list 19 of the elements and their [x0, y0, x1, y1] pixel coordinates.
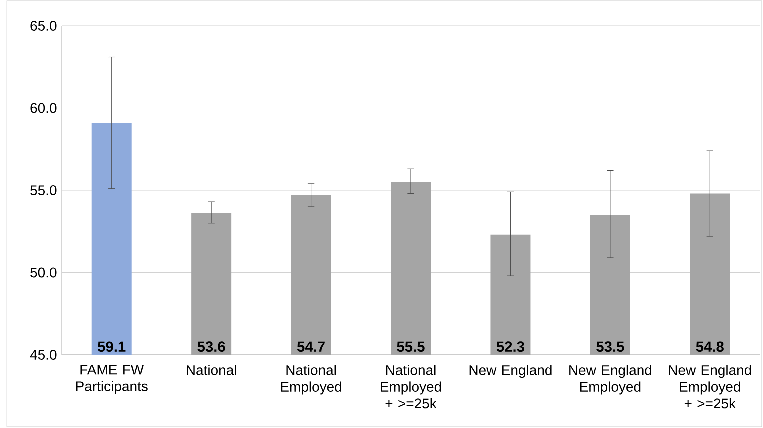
- x-tick-label: National Employed + >=25k: [381, 365, 442, 409]
- x-tick-label: New England Employed + >=25k: [669, 365, 752, 409]
- data-label: 53.5: [596, 342, 624, 352]
- data-label: 52.3: [496, 342, 524, 352]
- data-label: 55.5: [397, 342, 425, 352]
- y-tick-label: 60.0: [30, 103, 57, 114]
- x-tick-label: FAME FW Participants: [76, 365, 148, 394]
- data-label: 59.1: [98, 342, 126, 352]
- x-tick-label: National Employed: [281, 365, 342, 395]
- y-tick-label: 45.0: [30, 350, 57, 360]
- x-tick-label: New England: [470, 365, 552, 378]
- data-label: 54.7: [297, 342, 325, 352]
- x-tick-label: National: [187, 365, 236, 376]
- data-label: 54.8: [696, 342, 724, 352]
- x-tick-label: New England Employed: [570, 365, 652, 395]
- y-tick-label: 65.0: [30, 21, 57, 31]
- data-label: 53.6: [198, 342, 226, 352]
- y-tick-label: 50.0: [30, 268, 57, 278]
- y-tick-label: 55.0: [30, 186, 57, 196]
